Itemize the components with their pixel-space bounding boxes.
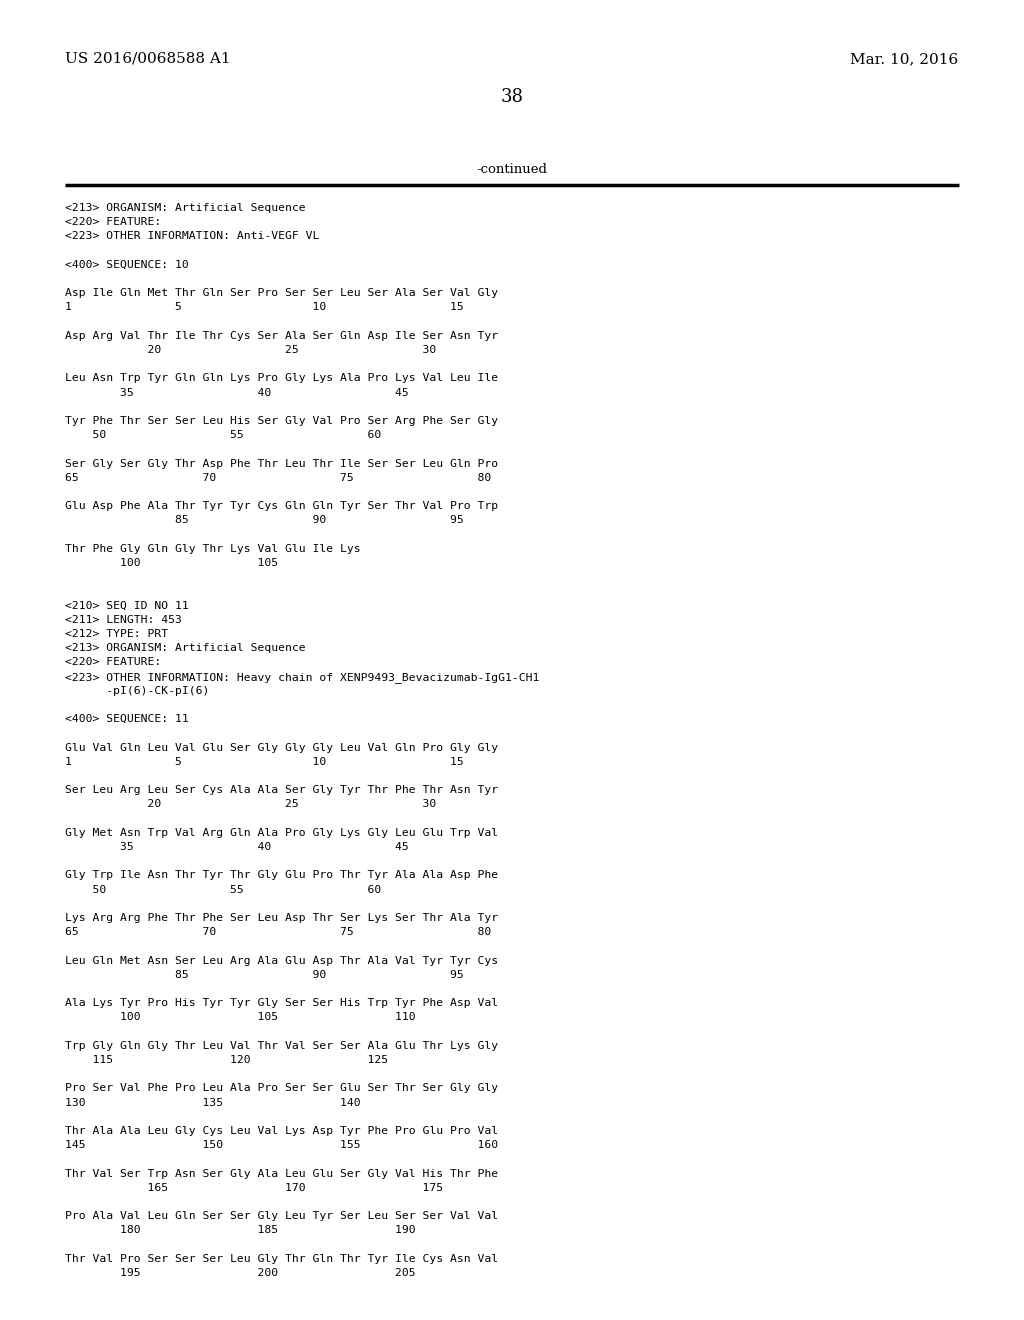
Text: Asp Arg Val Thr Ile Thr Cys Ser Ala Ser Gln Asp Ile Ser Asn Tyr: Asp Arg Val Thr Ile Thr Cys Ser Ala Ser … (65, 331, 498, 341)
Text: Tyr Phe Thr Ser Ser Leu His Ser Gly Val Pro Ser Arg Phe Ser Gly: Tyr Phe Thr Ser Ser Leu His Ser Gly Val … (65, 416, 498, 426)
Text: Ala Lys Tyr Pro His Tyr Tyr Gly Ser Ser His Trp Tyr Phe Asp Val: Ala Lys Tyr Pro His Tyr Tyr Gly Ser Ser … (65, 998, 498, 1008)
Text: <400> SEQUENCE: 11: <400> SEQUENCE: 11 (65, 714, 188, 725)
Text: <213> ORGANISM: Artificial Sequence: <213> ORGANISM: Artificial Sequence (65, 203, 305, 213)
Text: <213> ORGANISM: Artificial Sequence: <213> ORGANISM: Artificial Sequence (65, 643, 305, 653)
Text: 20                  25                  30: 20 25 30 (65, 800, 436, 809)
Text: Ser Leu Arg Leu Ser Cys Ala Ala Ser Gly Tyr Thr Phe Thr Asn Tyr: Ser Leu Arg Leu Ser Cys Ala Ala Ser Gly … (65, 785, 498, 795)
Text: Mar. 10, 2016: Mar. 10, 2016 (850, 51, 958, 66)
Text: 165                 170                 175: 165 170 175 (65, 1183, 443, 1193)
Text: 1               5                   10                  15: 1 5 10 15 (65, 756, 464, 767)
Text: Trp Gly Gln Gly Thr Leu Val Thr Val Ser Ser Ala Glu Thr Lys Gly: Trp Gly Gln Gly Thr Leu Val Thr Val Ser … (65, 1040, 498, 1051)
Text: Leu Gln Met Asn Ser Leu Arg Ala Glu Asp Thr Ala Val Tyr Tyr Cys: Leu Gln Met Asn Ser Leu Arg Ala Glu Asp … (65, 956, 498, 966)
Text: 100                 105: 100 105 (65, 558, 279, 568)
Text: Glu Asp Phe Ala Thr Tyr Tyr Cys Gln Gln Tyr Ser Thr Val Pro Trp: Glu Asp Phe Ala Thr Tyr Tyr Cys Gln Gln … (65, 502, 498, 511)
Text: 20                  25                  30: 20 25 30 (65, 345, 436, 355)
Text: <211> LENGTH: 453: <211> LENGTH: 453 (65, 615, 182, 624)
Text: <220> FEATURE:: <220> FEATURE: (65, 657, 161, 668)
Text: 130                 135                 140: 130 135 140 (65, 1098, 360, 1107)
Text: Thr Phe Gly Gln Gly Thr Lys Val Glu Ile Lys: Thr Phe Gly Gln Gly Thr Lys Val Glu Ile … (65, 544, 360, 554)
Text: Pro Ala Val Leu Gln Ser Ser Gly Leu Tyr Ser Leu Ser Ser Val Val: Pro Ala Val Leu Gln Ser Ser Gly Leu Tyr … (65, 1212, 498, 1221)
Text: 65                  70                  75                  80: 65 70 75 80 (65, 473, 492, 483)
Text: Ser Gly Ser Gly Thr Asp Phe Thr Leu Thr Ile Ser Ser Leu Gln Pro: Ser Gly Ser Gly Thr Asp Phe Thr Leu Thr … (65, 458, 498, 469)
Text: -pI(6)-CK-pI(6): -pI(6)-CK-pI(6) (65, 686, 209, 696)
Text: <400> SEQUENCE: 10: <400> SEQUENCE: 10 (65, 260, 188, 269)
Text: 38: 38 (501, 88, 523, 106)
Text: Lys Arg Arg Phe Thr Phe Ser Leu Asp Thr Ser Lys Ser Thr Ala Tyr: Lys Arg Arg Phe Thr Phe Ser Leu Asp Thr … (65, 913, 498, 923)
Text: Pro Ser Val Phe Pro Leu Ala Pro Ser Ser Glu Ser Thr Ser Gly Gly: Pro Ser Val Phe Pro Leu Ala Pro Ser Ser … (65, 1084, 498, 1093)
Text: Gly Met Asn Trp Val Arg Gln Ala Pro Gly Lys Gly Leu Glu Trp Val: Gly Met Asn Trp Val Arg Gln Ala Pro Gly … (65, 828, 498, 838)
Text: Leu Asn Trp Tyr Gln Gln Lys Pro Gly Lys Ala Pro Lys Val Leu Ile: Leu Asn Trp Tyr Gln Gln Lys Pro Gly Lys … (65, 374, 498, 383)
Text: -continued: -continued (476, 162, 548, 176)
Text: <212> TYPE: PRT: <212> TYPE: PRT (65, 630, 168, 639)
Text: 115                 120                 125: 115 120 125 (65, 1055, 388, 1065)
Text: 65                  70                  75                  80: 65 70 75 80 (65, 927, 492, 937)
Text: <223> OTHER INFORMATION: Heavy chain of XENP9493_Bevacizumab-IgG1-CH1: <223> OTHER INFORMATION: Heavy chain of … (65, 672, 540, 682)
Text: 35                  40                  45: 35 40 45 (65, 842, 409, 851)
Text: 195                 200                 205: 195 200 205 (65, 1269, 416, 1278)
Text: <220> FEATURE:: <220> FEATURE: (65, 218, 161, 227)
Text: Thr Val Pro Ser Ser Ser Leu Gly Thr Gln Thr Tyr Ile Cys Asn Val: Thr Val Pro Ser Ser Ser Leu Gly Thr Gln … (65, 1254, 498, 1263)
Text: 35                  40                  45: 35 40 45 (65, 388, 409, 397)
Text: 100                 105                 110: 100 105 110 (65, 1012, 416, 1023)
Text: 50                  55                  60: 50 55 60 (65, 884, 381, 895)
Text: <223> OTHER INFORMATION: Anti-VEGF VL: <223> OTHER INFORMATION: Anti-VEGF VL (65, 231, 319, 242)
Text: 50                  55                  60: 50 55 60 (65, 430, 381, 440)
Text: 85                  90                  95: 85 90 95 (65, 515, 464, 525)
Text: 180                 185                 190: 180 185 190 (65, 1225, 416, 1236)
Text: Thr Val Ser Trp Asn Ser Gly Ala Leu Glu Ser Gly Val His Thr Phe: Thr Val Ser Trp Asn Ser Gly Ala Leu Glu … (65, 1168, 498, 1179)
Text: 85                  90                  95: 85 90 95 (65, 970, 464, 979)
Text: Gly Trp Ile Asn Thr Tyr Thr Gly Glu Pro Thr Tyr Ala Ala Asp Phe: Gly Trp Ile Asn Thr Tyr Thr Gly Glu Pro … (65, 870, 498, 880)
Text: Thr Ala Ala Leu Gly Cys Leu Val Lys Asp Tyr Phe Pro Glu Pro Val: Thr Ala Ala Leu Gly Cys Leu Val Lys Asp … (65, 1126, 498, 1137)
Text: <210> SEQ ID NO 11: <210> SEQ ID NO 11 (65, 601, 188, 611)
Text: US 2016/0068588 A1: US 2016/0068588 A1 (65, 51, 230, 66)
Text: Glu Val Gln Leu Val Glu Ser Gly Gly Gly Leu Val Gln Pro Gly Gly: Glu Val Gln Leu Val Glu Ser Gly Gly Gly … (65, 743, 498, 752)
Text: Asp Ile Gln Met Thr Gln Ser Pro Ser Ser Leu Ser Ala Ser Val Gly: Asp Ile Gln Met Thr Gln Ser Pro Ser Ser … (65, 288, 498, 298)
Text: 1               5                   10                  15: 1 5 10 15 (65, 302, 464, 313)
Text: 145                 150                 155                 160: 145 150 155 160 (65, 1140, 498, 1150)
